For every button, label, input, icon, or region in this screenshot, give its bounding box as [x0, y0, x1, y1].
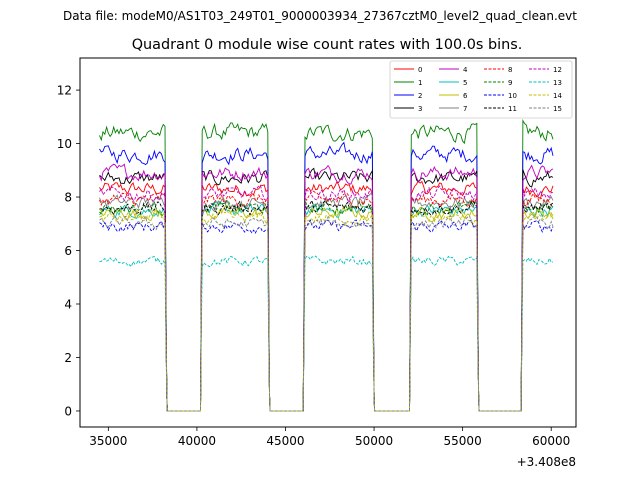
y-tick-label: 8	[64, 191, 72, 205]
x-tick-label: 60000	[532, 434, 570, 448]
series-line-14	[99, 209, 554, 412]
legend-label: 7	[463, 105, 467, 113]
legend-label: 3	[418, 105, 422, 113]
legend-label: 14	[553, 92, 562, 100]
y-tick-label: 6	[64, 244, 72, 258]
legend-label: 0	[418, 66, 422, 74]
chart-title: Quadrant 0 module wise count rates with …	[132, 37, 523, 53]
y-tick-label: 10	[57, 137, 72, 151]
series-line-1	[99, 119, 554, 412]
series-line-10	[99, 219, 554, 412]
legend-label: 8	[508, 66, 512, 74]
x-tick-label: 50000	[355, 434, 393, 448]
x-offset-label: +3.408e8	[517, 455, 576, 469]
series-line-12	[99, 185, 554, 412]
legend-label: 9	[508, 79, 512, 87]
legend-label: 12	[553, 66, 562, 74]
legend-label: 5	[463, 79, 467, 87]
y-axis: 0 2 4 6 8 10 12	[57, 84, 80, 418]
plot-lines	[99, 119, 554, 412]
series-line-2	[99, 141, 554, 412]
legend-label: 2	[418, 92, 422, 100]
series-line-5	[99, 200, 554, 412]
series-line-13	[99, 255, 554, 412]
y-tick-label: 4	[64, 298, 72, 312]
series-line-9	[99, 199, 554, 412]
series-line-15	[99, 214, 554, 412]
x-tick-label: 35000	[89, 434, 127, 448]
series-line-6	[99, 204, 554, 412]
legend-label: 4	[463, 66, 468, 74]
legend-label: 13	[553, 79, 562, 87]
x-tick-label: 45000	[266, 434, 304, 448]
series-line-7	[99, 193, 554, 412]
series-line-8	[99, 190, 554, 412]
legend-label: 10	[508, 92, 517, 100]
x-axis: 35000 40000 45000 50000 55000 60000	[89, 427, 570, 448]
legend-label: 1	[418, 79, 422, 87]
y-tick-label: 2	[64, 351, 72, 365]
y-tick-label: 12	[57, 84, 72, 98]
series-line-4	[99, 163, 554, 412]
series-line-11	[99, 199, 554, 412]
suptitle: Data file: modeM0/AS1T03_249T01_90000039…	[63, 9, 577, 23]
y-tick-label: 0	[64, 404, 72, 418]
legend-box	[389, 60, 573, 119]
legend-label: 15	[553, 105, 562, 113]
axes-frame	[79, 57, 577, 428]
series-line-0	[99, 179, 554, 412]
x-tick-label: 40000	[178, 434, 216, 448]
legend-label: 11	[508, 105, 517, 113]
legend-label: 6	[463, 92, 468, 100]
x-tick-label: 55000	[444, 434, 482, 448]
series-line-3	[99, 167, 554, 412]
